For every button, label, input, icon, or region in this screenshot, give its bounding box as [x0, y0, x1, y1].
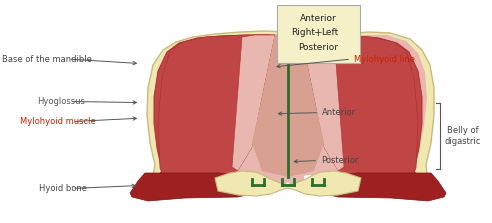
Text: Base of the mandible: Base of the mandible — [2, 55, 92, 64]
Polygon shape — [236, 35, 272, 176]
Text: Posterior: Posterior — [321, 156, 359, 165]
Text: Posterior: Posterior — [299, 43, 338, 52]
Polygon shape — [154, 35, 272, 187]
Polygon shape — [288, 34, 304, 186]
Polygon shape — [252, 35, 324, 177]
Text: Left: Left — [322, 28, 339, 37]
Polygon shape — [130, 173, 260, 201]
Text: Hyoglossus: Hyoglossus — [37, 97, 85, 106]
Text: Mylohyoid line: Mylohyoid line — [354, 55, 415, 64]
Polygon shape — [268, 34, 288, 186]
Polygon shape — [232, 35, 275, 171]
Text: Right: Right — [292, 28, 315, 37]
Polygon shape — [316, 173, 446, 201]
Polygon shape — [301, 35, 418, 185]
Polygon shape — [143, 31, 434, 193]
Text: Anterior: Anterior — [322, 108, 356, 117]
Text: Belly of
digastric: Belly of digastric — [444, 126, 481, 146]
Polygon shape — [153, 34, 427, 188]
Polygon shape — [248, 35, 272, 182]
Polygon shape — [301, 35, 344, 171]
Polygon shape — [215, 171, 361, 196]
FancyBboxPatch shape — [277, 5, 360, 63]
Polygon shape — [304, 35, 340, 176]
Polygon shape — [158, 35, 275, 185]
Text: Anterior: Anterior — [300, 14, 337, 23]
Text: +: + — [314, 28, 323, 37]
Text: Mylohyoid muscle: Mylohyoid muscle — [20, 117, 95, 126]
Polygon shape — [238, 34, 338, 178]
Polygon shape — [304, 35, 422, 187]
Text: Hyoid bone: Hyoid bone — [39, 184, 88, 193]
